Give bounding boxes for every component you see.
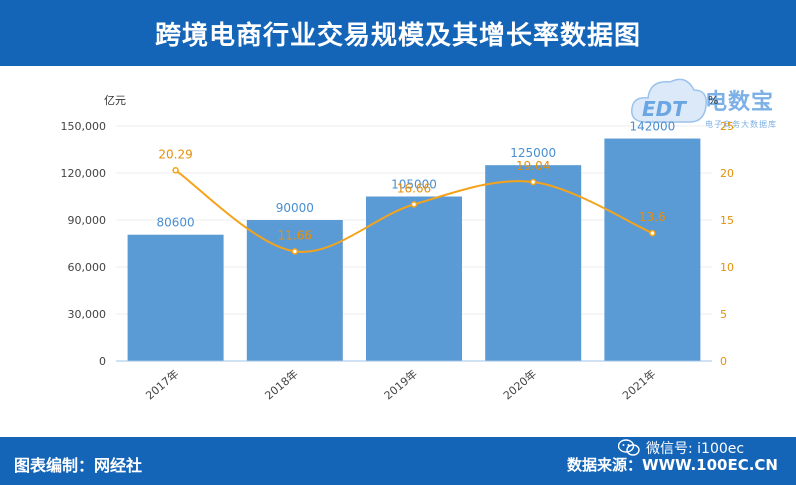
wechat-watermark: 微信号: i100ec bbox=[618, 438, 744, 458]
growth-rate-label: 16.66 bbox=[397, 181, 431, 195]
bar bbox=[127, 234, 224, 361]
growth-rate-point bbox=[649, 229, 656, 237]
x-tick-label: 2021年 bbox=[619, 367, 658, 403]
bar-value-label: 125000 bbox=[510, 146, 556, 160]
logo-text: 电数宝 bbox=[705, 90, 775, 115]
left-tick-label: 0 bbox=[99, 355, 106, 368]
growth-rate-label: 19.04 bbox=[516, 159, 550, 173]
left-axis-label: 亿元 bbox=[104, 94, 126, 107]
left-axis-ticks: 0 30,000 60,000 90,000 120,000 150,000 bbox=[61, 120, 107, 368]
left-tick-label: 60,000 bbox=[68, 261, 107, 274]
bar-value-labels: 80600 90000 105000 125000 142000 bbox=[157, 120, 676, 230]
x-tick-label: 2018年 bbox=[262, 367, 301, 403]
chart-title: 跨境电商行业交易规模及其增长率数据图 bbox=[154, 21, 641, 51]
right-tick-label: 10 bbox=[720, 261, 734, 274]
right-tick-label: 15 bbox=[720, 214, 734, 227]
left-tick-label: 90,000 bbox=[68, 214, 107, 227]
bar bbox=[246, 220, 343, 361]
bar-value-label: 80600 bbox=[157, 216, 195, 230]
bar-value-label: 142000 bbox=[629, 120, 675, 134]
logo-mark: EDT bbox=[642, 97, 687, 121]
right-tick-label: 0 bbox=[720, 355, 727, 368]
bar bbox=[485, 165, 582, 361]
growth-rate-label: 11.66 bbox=[278, 228, 312, 242]
left-tick-label: 30,000 bbox=[68, 308, 107, 321]
growth-rate-point bbox=[529, 178, 537, 186]
right-tick-label: 5 bbox=[720, 308, 727, 321]
x-tick-label: 2019年 bbox=[381, 367, 420, 403]
wechat-icon bbox=[618, 439, 640, 456]
footer-banner: 图表编制：网经社 数据来源：WWW.100EC.CN bbox=[0, 437, 796, 485]
growth-rate-point bbox=[410, 201, 418, 208]
bar-value-label: 90000 bbox=[276, 201, 314, 215]
title-banner: 跨境电商行业交易规模及其增长率数据图 bbox=[0, 0, 796, 66]
logo-cloud-icon: EDT bbox=[631, 78, 707, 123]
x-axis-ticks: 2017年 2018年 2019年 2020年 2021年 bbox=[143, 367, 659, 403]
left-tick-label: 150,000 bbox=[61, 120, 107, 133]
bar-series bbox=[127, 138, 701, 361]
bar-value-label: 105000 bbox=[391, 178, 437, 192]
bar bbox=[366, 196, 462, 361]
growth-rate-label: 13.6 bbox=[639, 210, 666, 224]
growth-rate-label: 20.29 bbox=[158, 147, 192, 161]
bar bbox=[604, 138, 701, 361]
growth-rate-point bbox=[291, 248, 299, 255]
right-axis-label: % bbox=[708, 94, 718, 107]
growth-rate-points bbox=[172, 167, 656, 255]
chart-credit: 图表编制：网经社 bbox=[14, 456, 143, 475]
right-tick-label: 25 bbox=[720, 120, 734, 133]
growth-rate-point bbox=[172, 167, 179, 174]
logo-subtext: 电子商务大数据库 bbox=[705, 120, 777, 129]
wechat-id: 微信号: i100ec bbox=[646, 441, 745, 457]
right-tick-label: 20 bbox=[720, 167, 734, 180]
x-tick-label: 2020年 bbox=[500, 367, 539, 403]
growth-rate-labels: 20.29 11.66 16.66 19.04 13.6 bbox=[158, 147, 665, 242]
right-axis-ticks: 0 5 10 15 20 25 bbox=[720, 120, 734, 368]
combo-chart: 0 30,000 60,000 90,000 120,000 150,000 0 5 10 15… bbox=[61, 94, 735, 403]
left-tick-label: 120,000 bbox=[61, 167, 107, 180]
x-tick-label: 2017年 bbox=[143, 367, 182, 403]
data-source: 数据来源：WWW.100EC.CN bbox=[567, 456, 778, 474]
